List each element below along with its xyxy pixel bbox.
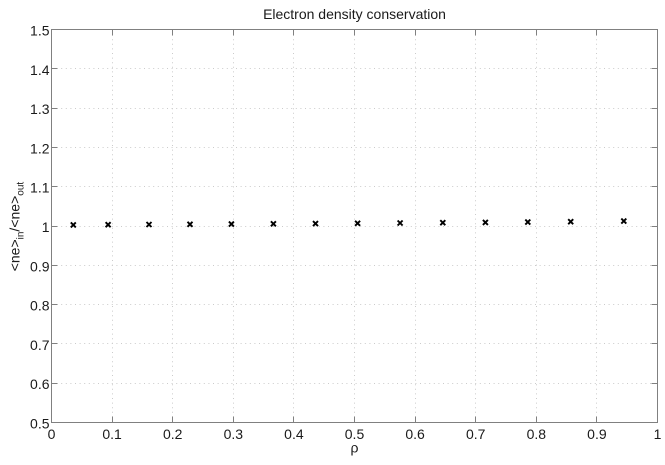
svg-text:1.1: 1.1 [30, 180, 50, 196]
svg-text:0.7: 0.7 [466, 426, 486, 442]
svg-text:0: 0 [48, 426, 56, 442]
svg-text:1.5: 1.5 [30, 23, 50, 39]
svg-text:1: 1 [42, 219, 50, 235]
svg-text:0.1: 0.1 [102, 426, 122, 442]
svg-text:0.5: 0.5 [345, 426, 365, 442]
svg-text:1.3: 1.3 [30, 101, 50, 117]
svg-text:0.5: 0.5 [30, 416, 50, 432]
svg-text:0.8: 0.8 [527, 426, 547, 442]
svg-text:0.3: 0.3 [224, 426, 244, 442]
svg-text:1: 1 [654, 426, 662, 442]
svg-text:0.6: 0.6 [30, 376, 50, 392]
svg-text:1.2: 1.2 [30, 140, 50, 156]
svg-text:0.8: 0.8 [30, 298, 50, 314]
svg-text:<ne>in/<ne>out: <ne>in/<ne>out [7, 182, 27, 272]
svg-text:0.9: 0.9 [30, 258, 50, 274]
svg-text:1.4: 1.4 [30, 62, 50, 78]
svg-text:0.9: 0.9 [587, 426, 607, 442]
svg-text:ρ: ρ [351, 440, 359, 456]
svg-text:0.7: 0.7 [30, 337, 50, 353]
svg-text:0.6: 0.6 [405, 426, 425, 442]
svg-text:0.4: 0.4 [284, 426, 304, 442]
svg-text:Electron density conservation: Electron density conservation [263, 6, 446, 22]
svg-text:0.2: 0.2 [163, 426, 183, 442]
